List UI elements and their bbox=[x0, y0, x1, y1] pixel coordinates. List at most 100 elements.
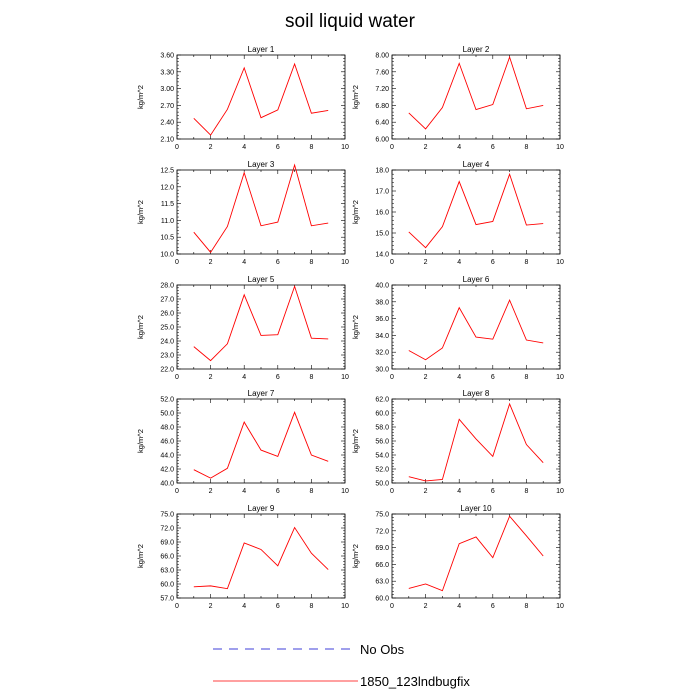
y-axis-label: kg/m^2 bbox=[136, 544, 145, 568]
x-tick-label: 6 bbox=[491, 259, 495, 266]
panel-layer-3: Layer 3 0 2 4 6 8 10 10.0 10.5 11.0 11.5 12.0 12.5 kg… bbox=[136, 160, 349, 266]
series-line-model bbox=[408, 515, 544, 592]
y-axis-label: kg/m^2 bbox=[351, 200, 360, 224]
y-axis-label: kg/m^2 bbox=[136, 429, 145, 453]
panel-title: Layer 4 bbox=[463, 160, 490, 169]
y-tick-label: 24.0 bbox=[160, 339, 174, 346]
x-tick-label: 10 bbox=[341, 144, 349, 151]
panel-title: Layer 1 bbox=[248, 45, 275, 54]
panels-group: Layer 10 2 4 6 8 102.102.402.703.003.303.60kg… bbox=[136, 45, 564, 610]
x-tick-label: 0 bbox=[175, 259, 179, 266]
x-tick-label: 8 bbox=[524, 259, 528, 266]
panel-title: Layer 2 bbox=[463, 45, 490, 54]
x-tick-label: 2 bbox=[209, 374, 213, 381]
x-tick-label: 6 bbox=[276, 144, 280, 151]
panel-title: Layer 3 bbox=[248, 160, 275, 169]
y-tick-label: 75.0 bbox=[160, 512, 174, 519]
series-line-model bbox=[193, 163, 329, 254]
y-tick-label: 22.0 bbox=[160, 367, 174, 374]
x-tick-label: 4 bbox=[457, 144, 461, 151]
y-tick-label: 50.0 bbox=[375, 481, 389, 488]
panel-layer-7: Layer 7 0 2 4 6 8 10 40.0 42.0 44.0 46.0 48.0 50.0 52… bbox=[136, 389, 349, 495]
x-tick-label: 2 bbox=[424, 144, 428, 151]
x-tick-label: 4 bbox=[242, 259, 246, 266]
x-tick-label: 6 bbox=[276, 374, 280, 381]
plot-frame bbox=[391, 398, 561, 484]
y-axis-label: kg/m^2 bbox=[351, 315, 360, 339]
x-tick-label: 2 bbox=[424, 374, 428, 381]
y-tick-label: 60.0 bbox=[375, 596, 389, 603]
x-tick-label: 10 bbox=[556, 603, 564, 610]
y-tick-label: 25.0 bbox=[160, 325, 174, 332]
x-tick-label: 4 bbox=[457, 603, 461, 610]
x-tick-label: 4 bbox=[242, 374, 246, 381]
y-tick-label: 54.0 bbox=[375, 453, 389, 460]
y-tick-label: 10.0 bbox=[160, 252, 174, 259]
y-tick-label: 58.0 bbox=[375, 425, 389, 432]
x-tick-label: 10 bbox=[556, 144, 564, 151]
y-tick-label: 75.0 bbox=[375, 512, 389, 519]
x-tick-label: 8 bbox=[309, 259, 313, 266]
x-tick-label: 0 bbox=[390, 259, 394, 266]
plot-frame bbox=[391, 513, 561, 599]
plot-frame bbox=[391, 169, 561, 255]
y-tick-label: 14.0 bbox=[375, 252, 389, 259]
plot-frame bbox=[176, 169, 346, 255]
y-tick-label: 34.0 bbox=[375, 333, 389, 340]
y-tick-label: 40.0 bbox=[160, 481, 174, 488]
x-tick-label: 2 bbox=[209, 603, 213, 610]
y-tick-label: 52.0 bbox=[160, 397, 174, 404]
panel-layer-4: Layer 4 0 2 4 6 8 10 14.0 15.0 16.0 17.0 18.0 kg/m^2 bbox=[351, 160, 564, 266]
panel-title: Layer 9 bbox=[248, 504, 275, 513]
y-tick-label: 48.0 bbox=[160, 425, 174, 432]
y-tick-label: 17.0 bbox=[375, 189, 389, 196]
y-tick-label: 66.0 bbox=[375, 562, 389, 569]
y-tick-label: 69.0 bbox=[375, 545, 389, 552]
plot-frame bbox=[391, 284, 561, 370]
y-axis-label: kg/m^2 bbox=[136, 315, 145, 339]
legend-label-model: 1850_123lndbugfix bbox=[360, 674, 470, 689]
x-tick-label: 6 bbox=[491, 603, 495, 610]
y-tick-label: 52.0 bbox=[375, 467, 389, 474]
x-tick-label: 10 bbox=[556, 374, 564, 381]
y-tick-label: 6.00 bbox=[375, 137, 389, 144]
panel-title: Layer 5 bbox=[248, 275, 275, 284]
x-tick-label: 4 bbox=[457, 488, 461, 495]
x-tick-label: 2 bbox=[209, 144, 213, 151]
x-tick-label: 8 bbox=[524, 144, 528, 151]
x-tick-label: 8 bbox=[524, 374, 528, 381]
x-tick-label: 8 bbox=[309, 144, 313, 151]
y-axis-label: kg/m^2 bbox=[351, 429, 360, 453]
x-tick-label: 6 bbox=[276, 488, 280, 495]
x-tick-label: 10 bbox=[341, 374, 349, 381]
y-tick-label: 28.0 bbox=[160, 283, 174, 290]
panel-layer-1: Layer 1 0 2 4 6 8 10 2.10 2.40 2.70 3.00 3.30 3.60 kg… bbox=[136, 45, 349, 151]
y-axis-label: kg/m^2 bbox=[136, 200, 145, 224]
panel-layer-9: Layer 9 0 2 4 6 8 10 57.0 60.0 63.0 66.0 69.0 72.0 75… bbox=[136, 504, 349, 610]
y-tick-label: 62.0 bbox=[375, 397, 389, 404]
series-line-model bbox=[193, 284, 329, 362]
y-axis-label: kg/m^2 bbox=[351, 544, 360, 568]
y-tick-label: 2.40 bbox=[160, 120, 174, 127]
y-tick-label: 2.10 bbox=[160, 137, 174, 144]
y-tick-label: 50.0 bbox=[160, 411, 174, 418]
y-axis-label: kg/m^2 bbox=[351, 85, 360, 109]
y-tick-label: 56.0 bbox=[375, 439, 389, 446]
series-line-model bbox=[193, 526, 329, 590]
y-tick-label: 7.20 bbox=[375, 86, 389, 93]
x-tick-label: 8 bbox=[309, 374, 313, 381]
series-line-model bbox=[193, 62, 329, 136]
y-tick-label: 30.0 bbox=[375, 367, 389, 374]
x-tick-label: 10 bbox=[341, 488, 349, 495]
x-tick-label: 10 bbox=[341, 259, 349, 266]
y-tick-label: 72.0 bbox=[375, 528, 389, 535]
y-tick-label: 60.0 bbox=[375, 411, 389, 418]
y-tick-label: 38.0 bbox=[375, 299, 389, 306]
x-tick-label: 8 bbox=[524, 488, 528, 495]
panel-layer-5: Layer 5 0 2 4 6 8 10 22.0 23.0 24.0 25.0 26.0 27.0 28… bbox=[136, 275, 349, 381]
y-tick-label: 12.0 bbox=[160, 184, 174, 191]
panel-title: Layer 8 bbox=[463, 389, 490, 398]
y-tick-label: 72.0 bbox=[160, 526, 174, 533]
y-tick-label: 44.0 bbox=[160, 453, 174, 460]
x-tick-label: 6 bbox=[276, 259, 280, 266]
